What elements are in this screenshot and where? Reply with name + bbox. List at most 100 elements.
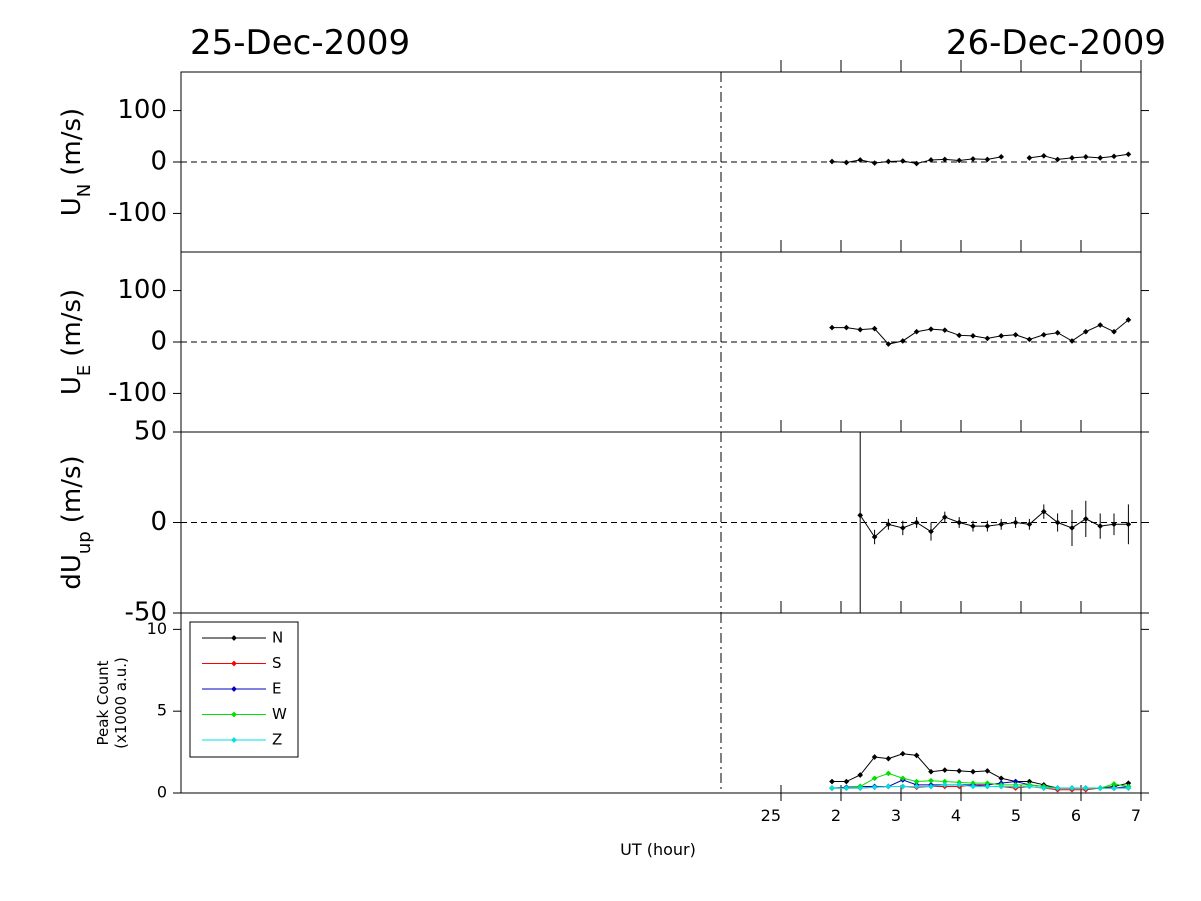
data-point xyxy=(871,325,878,332)
legend-marker xyxy=(231,737,237,743)
left-date: 25-Dec-2009 xyxy=(190,23,410,63)
data-point xyxy=(1125,780,1132,787)
data-point xyxy=(1111,521,1117,528)
data-point xyxy=(1040,153,1047,159)
data-point xyxy=(913,519,920,526)
data-point xyxy=(928,326,934,332)
data-point xyxy=(843,778,850,785)
y-axis-label: dUup (m/s) xyxy=(57,455,95,589)
data-point xyxy=(1026,336,1033,343)
data-point xyxy=(928,783,934,790)
data-point xyxy=(1082,516,1089,522)
data-point xyxy=(998,333,1005,339)
y-tick-label: 10 xyxy=(147,619,167,638)
data-point xyxy=(956,519,963,526)
y-label-sub: E xyxy=(74,365,95,376)
data-point xyxy=(857,512,864,519)
data-point xyxy=(956,332,963,339)
data-point xyxy=(829,785,835,791)
y-label-main: dU xyxy=(57,554,87,590)
data-point xyxy=(885,783,892,790)
data-point xyxy=(843,159,850,166)
data-point xyxy=(1125,151,1132,158)
y-tick-label: -100 xyxy=(108,198,167,228)
data-point xyxy=(829,324,835,331)
data-point xyxy=(1082,785,1089,791)
data-point xyxy=(984,768,991,774)
legend-label: N xyxy=(272,629,283,647)
data-point xyxy=(956,781,963,788)
data-point xyxy=(871,754,878,760)
x-tick-label: 3 xyxy=(891,806,901,825)
legend-label: Z xyxy=(272,731,282,749)
data-point xyxy=(1040,508,1047,515)
series-line xyxy=(832,319,1129,345)
data-point xyxy=(984,156,991,163)
y-label-sub: N xyxy=(74,184,95,197)
data-point xyxy=(928,768,934,775)
y-label-sub: up xyxy=(74,531,95,554)
plot-frame xyxy=(180,612,1142,794)
y-label-unit: (m/s) xyxy=(57,455,87,523)
data-point xyxy=(885,770,892,777)
series-line xyxy=(859,510,1129,538)
data-point xyxy=(829,778,835,785)
series-group xyxy=(829,750,1132,793)
data-point xyxy=(1097,322,1104,328)
data-point xyxy=(913,328,920,335)
data-point xyxy=(1069,155,1075,161)
data-point xyxy=(956,157,963,164)
data-point xyxy=(885,755,892,762)
y-tick-label: -100 xyxy=(108,378,167,408)
data-point xyxy=(1082,154,1089,160)
data-point xyxy=(885,158,892,165)
data-point xyxy=(984,523,991,529)
right-date: 26-Dec-2009 xyxy=(946,23,1166,63)
data-point xyxy=(1069,785,1075,791)
data-point xyxy=(857,157,864,163)
data-point xyxy=(829,158,835,165)
data-point xyxy=(871,784,878,791)
x-axis-label: UT (hour) xyxy=(620,840,696,859)
y-tick-label: 0 xyxy=(150,147,167,177)
y-axis-label: (x1000 a.u.) xyxy=(112,657,130,749)
x-tick-label: 6 xyxy=(1071,806,1081,825)
data-point xyxy=(1040,331,1047,338)
data-point xyxy=(1026,155,1033,161)
data-point xyxy=(1125,317,1132,323)
data-point xyxy=(1111,785,1117,791)
data-point xyxy=(970,768,976,775)
data-point xyxy=(899,750,906,757)
legend-label: W xyxy=(272,705,287,723)
data-point xyxy=(885,521,892,528)
data-point xyxy=(984,783,991,790)
data-point xyxy=(1012,519,1019,526)
data-point xyxy=(928,157,934,163)
data-point xyxy=(970,523,976,529)
y-tick-label: 0 xyxy=(150,327,167,357)
series-line xyxy=(832,784,1129,789)
data-point xyxy=(998,154,1005,160)
y-tick-label: 0 xyxy=(150,507,167,537)
y-tick-label: 100 xyxy=(117,95,167,125)
data-point xyxy=(970,780,976,787)
data-point xyxy=(998,521,1005,528)
data-point xyxy=(899,525,906,531)
data-point xyxy=(984,335,991,342)
data-point xyxy=(913,778,920,785)
legend-marker xyxy=(231,686,237,692)
x-tick-label: 25 xyxy=(761,806,781,825)
data-point xyxy=(843,785,850,791)
data-point xyxy=(1040,785,1047,791)
data-point xyxy=(1054,329,1061,336)
y-axis-label: UE (m/s) xyxy=(57,289,95,395)
legend-marker xyxy=(231,635,237,641)
legend-label: E xyxy=(272,680,281,698)
series-group xyxy=(829,317,1132,347)
data-point xyxy=(843,324,850,331)
data-point xyxy=(1097,155,1104,161)
data-point xyxy=(899,158,906,164)
data-point xyxy=(899,783,906,790)
data-point xyxy=(984,780,991,787)
